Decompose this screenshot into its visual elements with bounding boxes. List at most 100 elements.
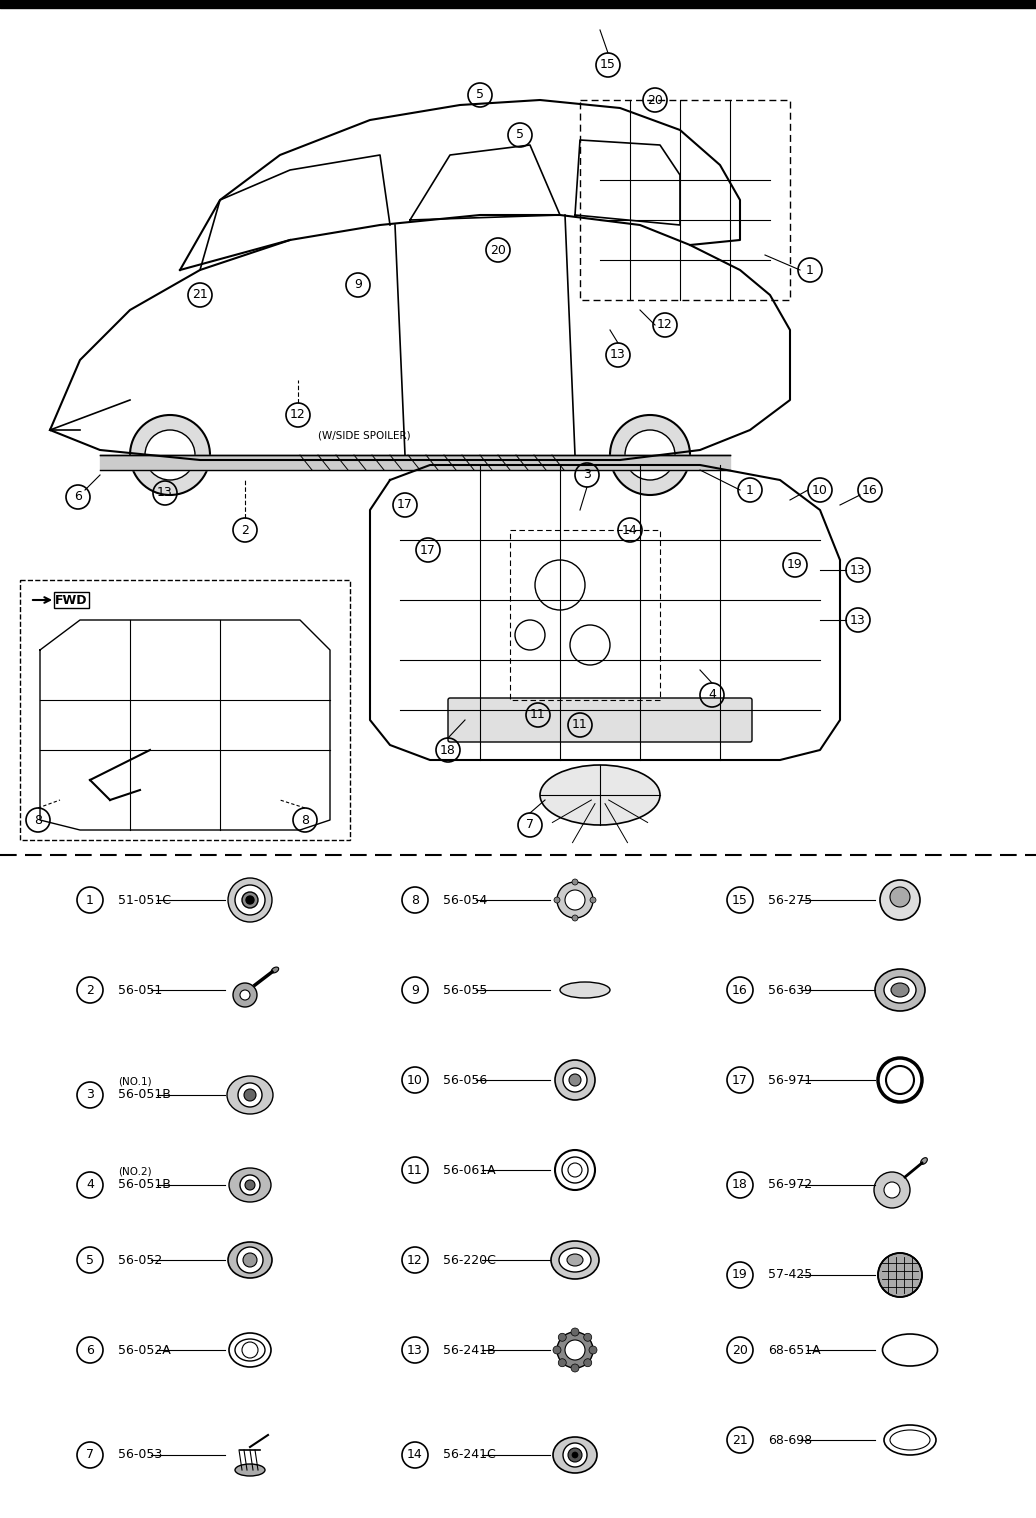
Circle shape bbox=[583, 1359, 592, 1366]
Text: 9: 9 bbox=[354, 278, 362, 291]
Circle shape bbox=[610, 414, 690, 495]
Circle shape bbox=[571, 1365, 579, 1372]
Text: 15: 15 bbox=[732, 894, 748, 906]
FancyBboxPatch shape bbox=[448, 698, 752, 742]
Text: 4: 4 bbox=[708, 689, 716, 701]
Text: 10: 10 bbox=[407, 1073, 423, 1087]
Text: 18: 18 bbox=[440, 744, 456, 756]
Text: 1: 1 bbox=[806, 264, 814, 276]
Text: 4: 4 bbox=[86, 1178, 94, 1192]
Circle shape bbox=[557, 882, 593, 918]
Text: 11: 11 bbox=[530, 709, 546, 721]
Ellipse shape bbox=[227, 1076, 274, 1114]
Text: 56-220C: 56-220C bbox=[443, 1254, 496, 1266]
Ellipse shape bbox=[921, 1158, 927, 1164]
Text: 17: 17 bbox=[420, 543, 436, 557]
Ellipse shape bbox=[540, 765, 660, 824]
Circle shape bbox=[240, 1175, 260, 1195]
Text: 14: 14 bbox=[407, 1448, 423, 1462]
Circle shape bbox=[563, 1069, 587, 1091]
Text: (NO.2): (NO.2) bbox=[118, 1166, 151, 1176]
Text: 56-972: 56-972 bbox=[768, 1178, 812, 1192]
Circle shape bbox=[589, 897, 596, 903]
Text: 10: 10 bbox=[812, 484, 828, 496]
Circle shape bbox=[554, 897, 560, 903]
Ellipse shape bbox=[567, 1254, 583, 1266]
Ellipse shape bbox=[228, 1242, 272, 1278]
Text: 56-971: 56-971 bbox=[768, 1073, 812, 1087]
Circle shape bbox=[877, 1252, 922, 1296]
Circle shape bbox=[583, 1333, 592, 1342]
Text: 56-055: 56-055 bbox=[443, 984, 487, 996]
Text: 56-051B: 56-051B bbox=[118, 1088, 171, 1102]
Circle shape bbox=[565, 890, 585, 909]
Text: (NO.1): (NO.1) bbox=[118, 1076, 151, 1085]
Text: 13: 13 bbox=[851, 613, 866, 627]
Circle shape bbox=[625, 430, 675, 480]
Circle shape bbox=[237, 1246, 263, 1274]
Circle shape bbox=[244, 1179, 255, 1190]
Circle shape bbox=[884, 1183, 900, 1198]
Circle shape bbox=[874, 1172, 910, 1208]
Text: 8: 8 bbox=[34, 814, 42, 826]
Circle shape bbox=[558, 1359, 567, 1366]
Text: 56-241C: 56-241C bbox=[443, 1448, 496, 1462]
Ellipse shape bbox=[884, 978, 916, 1003]
Circle shape bbox=[240, 990, 250, 1000]
Text: 13: 13 bbox=[851, 563, 866, 577]
Text: 56-639: 56-639 bbox=[768, 984, 812, 996]
Text: 17: 17 bbox=[732, 1073, 748, 1087]
Ellipse shape bbox=[875, 968, 925, 1011]
Circle shape bbox=[572, 915, 578, 921]
Circle shape bbox=[130, 414, 210, 495]
Text: 20: 20 bbox=[732, 1343, 748, 1357]
Text: 8: 8 bbox=[301, 814, 309, 826]
Ellipse shape bbox=[553, 1438, 597, 1472]
Ellipse shape bbox=[271, 967, 279, 973]
Text: 6: 6 bbox=[74, 490, 82, 504]
Circle shape bbox=[572, 1453, 578, 1457]
Text: 12: 12 bbox=[407, 1254, 423, 1266]
Text: 56-056: 56-056 bbox=[443, 1073, 487, 1087]
Text: 56-051B: 56-051B bbox=[118, 1178, 171, 1192]
Text: 14: 14 bbox=[623, 524, 638, 536]
Text: 2: 2 bbox=[86, 984, 94, 996]
Text: 18: 18 bbox=[732, 1178, 748, 1192]
Circle shape bbox=[228, 877, 272, 921]
Text: 56-051: 56-051 bbox=[118, 984, 163, 996]
Text: 20: 20 bbox=[490, 243, 506, 257]
Text: 8: 8 bbox=[411, 894, 419, 906]
Circle shape bbox=[246, 896, 254, 905]
Ellipse shape bbox=[559, 1248, 591, 1272]
Text: 56-275: 56-275 bbox=[768, 894, 812, 906]
Text: 56-054: 56-054 bbox=[443, 894, 487, 906]
Text: 12: 12 bbox=[290, 408, 306, 422]
Text: 19: 19 bbox=[732, 1269, 748, 1281]
Text: 13: 13 bbox=[610, 349, 626, 361]
Circle shape bbox=[145, 430, 195, 480]
Text: 13: 13 bbox=[407, 1343, 423, 1357]
Text: 7: 7 bbox=[526, 818, 534, 832]
Text: (W/SIDE SPOILER): (W/SIDE SPOILER) bbox=[318, 430, 410, 440]
Text: 16: 16 bbox=[862, 484, 877, 496]
Text: 5: 5 bbox=[516, 129, 524, 141]
Text: 1: 1 bbox=[86, 894, 94, 906]
Text: 19: 19 bbox=[787, 559, 803, 571]
Text: FWD: FWD bbox=[55, 594, 87, 607]
Text: 11: 11 bbox=[572, 718, 587, 732]
Ellipse shape bbox=[551, 1242, 599, 1280]
Circle shape bbox=[563, 1444, 587, 1466]
Circle shape bbox=[565, 1340, 585, 1360]
Circle shape bbox=[233, 984, 257, 1006]
Text: 16: 16 bbox=[732, 984, 748, 996]
Text: 5: 5 bbox=[476, 88, 484, 102]
Text: 5: 5 bbox=[86, 1254, 94, 1266]
Text: 1: 1 bbox=[746, 484, 754, 496]
Text: 21: 21 bbox=[192, 288, 208, 302]
Text: 9: 9 bbox=[411, 984, 419, 996]
Circle shape bbox=[569, 1075, 581, 1085]
Text: 20: 20 bbox=[648, 94, 663, 106]
Text: 6: 6 bbox=[86, 1343, 94, 1357]
Circle shape bbox=[589, 1346, 597, 1354]
Ellipse shape bbox=[235, 1463, 265, 1475]
